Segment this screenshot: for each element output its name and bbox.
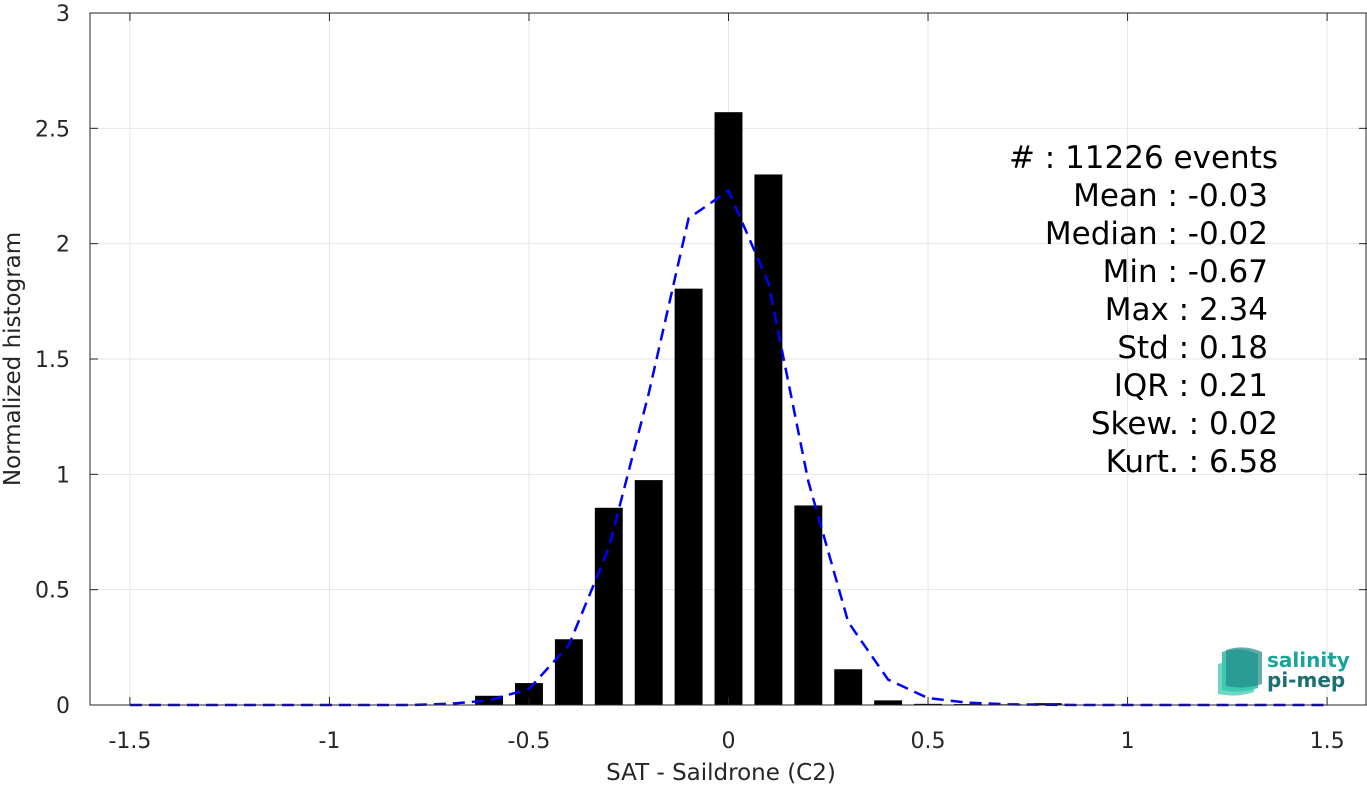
x-tick-label: -0.5 [508, 729, 551, 754]
salinity-pimep-logo: salinity pi-mep [1218, 647, 1350, 696]
histogram-bar [515, 683, 543, 705]
histogram-bar [794, 505, 823, 705]
histogram-bar [594, 507, 623, 705]
wave-logo-icon [1218, 647, 1262, 696]
histogram-bar [634, 480, 663, 705]
stat-line: Std : 0.18 [1117, 330, 1268, 366]
x-tick-labels: -1.5 -1 -0.5 0 0.5 1 1.5 [108, 729, 1344, 754]
stat-line: IQR : 0.21 [1114, 368, 1268, 404]
histogram-bar [554, 639, 583, 705]
histogram-bar [834, 669, 863, 705]
stat-line: Min : -0.67 [1103, 254, 1268, 290]
x-tick-label: -1.5 [108, 729, 151, 754]
y-tick-label: 2 [56, 233, 70, 258]
stat-line: # : 11226 events [1009, 140, 1278, 176]
y-tick-label: 1.5 [35, 348, 70, 373]
stat-line: Skew. : 0.02 [1091, 406, 1278, 442]
stat-line: Mean : -0.03 [1073, 178, 1268, 214]
histogram-bar [475, 695, 504, 705]
histogram-bar [714, 112, 743, 706]
stat-line: Max : 2.34 [1105, 292, 1268, 328]
histogram-bar [674, 288, 703, 705]
stat-line: Kurt. : 6.58 [1106, 444, 1278, 480]
logo-text-salinity: salinity [1267, 648, 1350, 672]
y-tick-labels: 0 0.5 1 1.5 2 2.5 3 [35, 2, 70, 719]
y-tick-label: 0.5 [35, 579, 70, 604]
histogram-bar [874, 700, 903, 705]
x-tick-label: 1.5 [1310, 729, 1345, 754]
y-tick-label: 2.5 [35, 117, 70, 142]
logo-text-pimep: pi-mep [1267, 668, 1345, 692]
x-axis-label: SAT - Saildrone (C2) [606, 760, 836, 785]
axis-ticks [90, 12, 1367, 706]
x-tick-label: -1 [318, 729, 340, 754]
y-tick-label: 0 [56, 694, 70, 719]
x-tick-label: 0.5 [911, 729, 946, 754]
y-tick-label: 1 [56, 463, 70, 488]
y-tick-label: 3 [56, 2, 70, 27]
y-axis-label: Normalized histogram [0, 232, 26, 486]
x-tick-label: 1 [1121, 729, 1135, 754]
x-tick-label: 0 [722, 729, 736, 754]
histogram-bar [754, 174, 783, 705]
stat-line: Median : -0.02 [1045, 216, 1268, 252]
